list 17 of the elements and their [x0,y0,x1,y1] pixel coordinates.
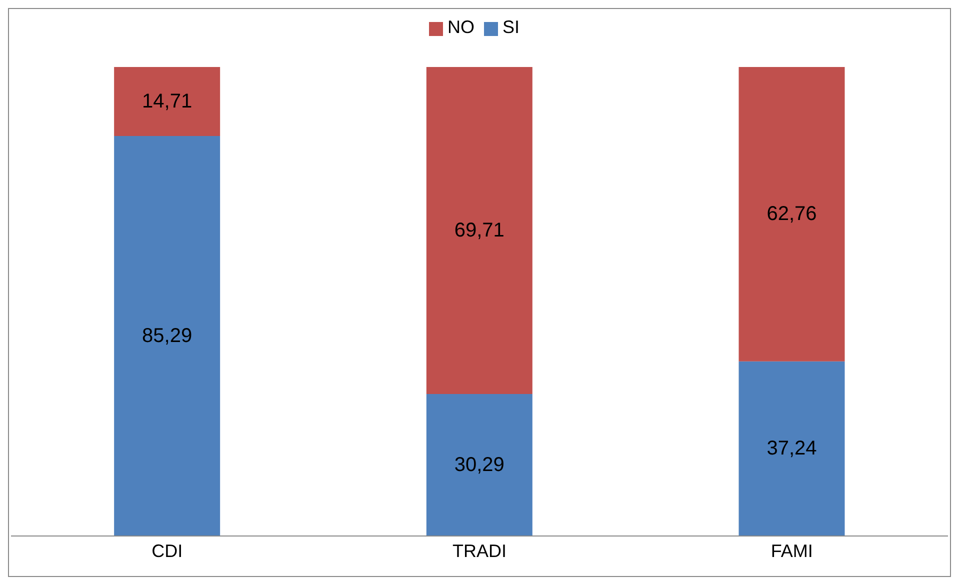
data-label: 30,29 [454,454,504,476]
data-label: 69,71 [454,219,504,242]
bar [426,394,532,536]
data-label: 37,24 [766,438,817,460]
bar [738,361,845,536]
x-tick-label: CDI [152,540,183,561]
x-tick-label: TRADI [452,540,506,561]
legend-label: NO [447,17,474,37]
x-tick-label: FAMI [770,540,813,561]
data-label: 85,29 [142,324,192,347]
bar [426,67,532,394]
bar [114,136,220,536]
bar [114,67,220,136]
data-label: 14,71 [142,90,192,112]
data-label: 62,76 [766,203,817,226]
legend-label: SI [502,17,520,37]
bar [738,67,845,362]
